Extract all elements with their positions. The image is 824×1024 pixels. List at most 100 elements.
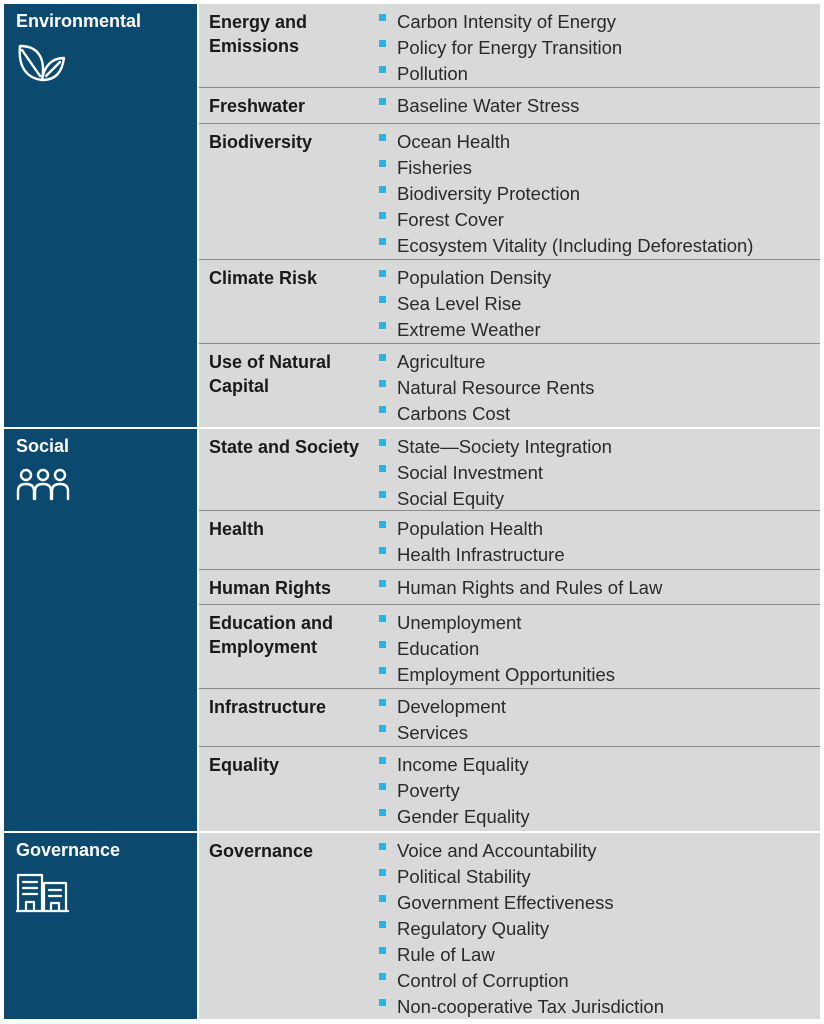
indicator-text: Social Equity bbox=[397, 488, 504, 509]
indicator-text: Poverty bbox=[397, 780, 460, 801]
category-row: Equality Income Equality Poverty Gender … bbox=[199, 747, 820, 831]
indicator-text: Forest Cover bbox=[397, 209, 504, 230]
list-item: Non-cooperative Tax Jurisdiction bbox=[375, 994, 820, 1020]
indicator-list: Agriculture Natural Resource Rents Carbo… bbox=[375, 344, 820, 427]
pillar-governance: Governance Governance bbox=[4, 833, 820, 1019]
list-item: Carbons Cost bbox=[375, 401, 820, 427]
indicator-text: Natural Resource Rents bbox=[397, 377, 595, 398]
bullet-square-icon bbox=[379, 160, 386, 167]
list-item: Policy for Energy Transition bbox=[375, 35, 820, 61]
bullet-square-icon bbox=[379, 212, 386, 219]
list-item: Health Infrastructure bbox=[375, 542, 820, 568]
list-item: Social Investment bbox=[375, 460, 820, 486]
category-row: Freshwater Baseline Water Stress bbox=[199, 88, 820, 124]
list-item: Services bbox=[375, 720, 820, 746]
indicator-text: Employment Opportunities bbox=[397, 664, 615, 685]
indicator-text: Baseline Water Stress bbox=[397, 95, 580, 116]
list-item: Gender Equality bbox=[375, 804, 820, 830]
pillar-environmental: Environmental Energy and Emissions Carbo… bbox=[4, 4, 820, 427]
indicator-text: Pollution bbox=[397, 63, 468, 84]
category-row: Education and Employment Unemployment Ed… bbox=[199, 605, 820, 689]
bullet-square-icon bbox=[379, 895, 386, 902]
category-label: Biodiversity bbox=[209, 132, 313, 152]
bullet-square-icon bbox=[379, 947, 386, 954]
category-label: Education and Employment bbox=[209, 613, 334, 657]
bullet-square-icon bbox=[379, 615, 386, 622]
indicator-text: Non-cooperative Tax Jurisdiction bbox=[397, 996, 665, 1017]
pillar-body: Governance Voice and Accountability Poli… bbox=[199, 833, 820, 1019]
indicator-text: Development bbox=[397, 696, 507, 717]
indicator-text: Political Stability bbox=[397, 866, 531, 887]
bullet-square-icon bbox=[379, 809, 386, 816]
indicator-text: Ocean Health bbox=[397, 131, 511, 152]
indicator-text: Biodiversity Protection bbox=[397, 183, 581, 204]
indicator-text: Government Effectiveness bbox=[397, 892, 614, 913]
bullet-square-icon bbox=[379, 725, 386, 732]
pillar-title: Governance bbox=[16, 840, 121, 860]
bullet-square-icon bbox=[379, 869, 386, 876]
list-item: Natural Resource Rents bbox=[375, 375, 820, 401]
list-item: Population Density bbox=[375, 265, 820, 291]
list-item: Income Equality bbox=[375, 752, 820, 778]
indicator-text: Unemployment bbox=[397, 612, 522, 633]
list-item: Population Health bbox=[375, 516, 820, 542]
list-item: Extreme Weather bbox=[375, 317, 820, 343]
indicator-list: Unemployment Education Employment Opport… bbox=[375, 605, 820, 688]
indicator-text: Income Equality bbox=[397, 754, 529, 775]
bullet-square-icon bbox=[379, 580, 386, 587]
indicator-text: Carbons Cost bbox=[397, 403, 511, 424]
category-row: Use of Natural Capital Agriculture Natur… bbox=[199, 344, 820, 427]
pillar-body: Energy and Emissions Carbon Intensity of… bbox=[199, 4, 820, 427]
category-label: Human Rights bbox=[209, 578, 332, 598]
indicator-list: Voice and Accountability Political Stabi… bbox=[375, 833, 820, 1019]
bullet-square-icon bbox=[379, 757, 386, 764]
bullet-square-icon bbox=[379, 354, 386, 361]
list-item: Political Stability bbox=[375, 864, 820, 890]
bullet-square-icon bbox=[379, 186, 386, 193]
list-item: Sea Level Rise bbox=[375, 291, 820, 317]
category-label: Health bbox=[209, 519, 265, 539]
bullet-square-icon bbox=[379, 843, 386, 850]
list-item: Fisheries bbox=[375, 155, 820, 181]
bullet-square-icon bbox=[379, 14, 386, 21]
pillar-side: Social bbox=[4, 429, 197, 831]
list-item: Development bbox=[375, 694, 820, 720]
list-item: Pollution bbox=[375, 61, 820, 87]
indicator-text: Control of Corruption bbox=[397, 970, 569, 991]
list-item: Biodiversity Protection bbox=[375, 181, 820, 207]
list-item: Unemployment bbox=[375, 610, 820, 636]
indicator-text: Social Investment bbox=[397, 462, 544, 483]
list-item: Ocean Health bbox=[375, 129, 820, 155]
bullet-square-icon bbox=[379, 98, 386, 105]
indicator-text: Extreme Weather bbox=[397, 319, 541, 340]
category-row: Health Population Health Health Infrastr… bbox=[199, 511, 820, 570]
category-row: Human Rights Human Rights and Rules of L… bbox=[199, 570, 820, 605]
list-item: Regulatory Quality bbox=[375, 916, 820, 942]
bullet-square-icon bbox=[379, 322, 386, 329]
list-item: Ecosystem Vitality (Including Deforestat… bbox=[375, 233, 820, 259]
category-row: Biodiversity Ocean Health Fisheries Biod… bbox=[199, 124, 820, 260]
category-label: Infrastructure bbox=[209, 697, 327, 717]
indicator-list: Development Services bbox=[375, 689, 820, 746]
list-item: Baseline Water Stress bbox=[375, 93, 820, 119]
buildings-icon bbox=[15, 871, 185, 918]
indicator-text: Rule of Law bbox=[397, 944, 495, 965]
bullet-square-icon bbox=[379, 439, 386, 446]
list-item: Human Rights and Rules of Law bbox=[375, 575, 820, 601]
pillar-side: Environmental bbox=[4, 4, 197, 427]
indicator-list: Income Equality Poverty Gender Equality bbox=[375, 747, 820, 831]
indicator-text: Human Rights and Rules of Law bbox=[397, 577, 663, 598]
indicator-text: Agriculture bbox=[397, 351, 486, 372]
bullet-square-icon bbox=[379, 465, 386, 472]
indicator-text: Sea Level Rise bbox=[397, 293, 522, 314]
category-label: Energy and Emissions bbox=[209, 12, 308, 56]
bullet-square-icon bbox=[379, 40, 386, 47]
list-item: Government Effectiveness bbox=[375, 890, 820, 916]
pillar-body: State and Society State—Society Integrat… bbox=[199, 429, 820, 831]
pillar-title: Social bbox=[16, 436, 70, 456]
bullet-square-icon bbox=[379, 296, 386, 303]
list-item: Carbon Intensity of Energy bbox=[375, 9, 820, 35]
indicator-text: Ecosystem Vitality (Including Deforestat… bbox=[397, 235, 754, 256]
indicator-text: Education bbox=[397, 638, 480, 659]
bullet-square-icon bbox=[379, 491, 386, 498]
